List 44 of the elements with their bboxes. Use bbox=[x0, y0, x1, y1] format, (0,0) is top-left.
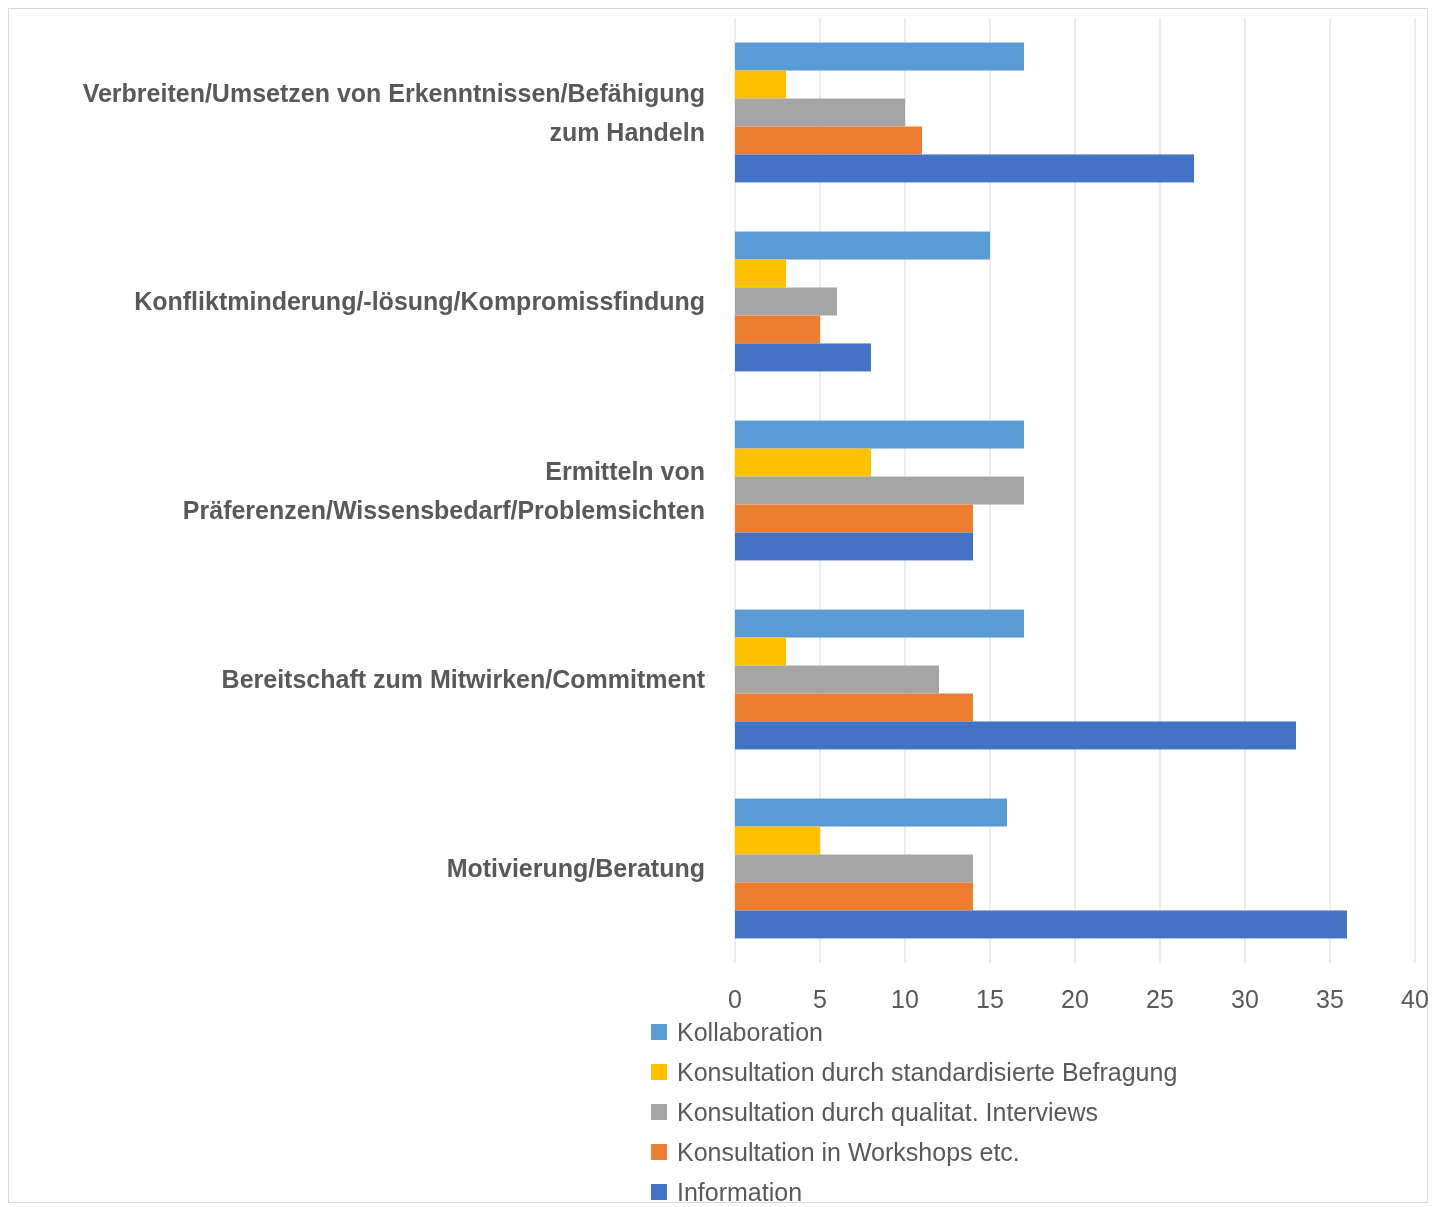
bar bbox=[735, 826, 820, 855]
bar bbox=[735, 532, 973, 561]
x-tick-label: 0 bbox=[728, 985, 742, 1013]
bar bbox=[735, 882, 973, 911]
bar bbox=[735, 420, 1024, 449]
legend-label: Konsultation durch standardisierte Befragung bbox=[677, 1057, 1178, 1086]
bar bbox=[735, 721, 1296, 750]
bar bbox=[735, 448, 871, 477]
bar bbox=[735, 798, 1007, 827]
bar bbox=[735, 693, 973, 722]
bar bbox=[735, 154, 1194, 183]
bar bbox=[735, 315, 820, 344]
y-tick-label: Verbreiten/Umsetzen von Erkenntnissen/Befähigung zum Handeln bbox=[82, 78, 705, 146]
x-tick-label: 15 bbox=[976, 985, 1004, 1013]
bar bbox=[735, 42, 1024, 71]
x-tick-label: 20 bbox=[1061, 985, 1089, 1013]
bar bbox=[735, 343, 871, 372]
x-tick-label: 35 bbox=[1316, 985, 1344, 1013]
bar bbox=[735, 910, 1347, 939]
bar bbox=[735, 504, 973, 533]
x-tick-label: 5 bbox=[813, 985, 827, 1013]
x-tick-label: 40 bbox=[1401, 985, 1429, 1013]
legend-label: Kollaboration bbox=[677, 1017, 823, 1046]
legend-label: Konsultation in Workshops etc. bbox=[677, 1137, 1020, 1166]
x-tick-label: 25 bbox=[1146, 985, 1174, 1013]
bar bbox=[735, 609, 1024, 638]
bar bbox=[735, 70, 786, 99]
y-tick-label: Ermitteln von Präferenzen/Wissensbedarf/Problemsichten bbox=[182, 456, 705, 524]
y-tick-label: Bereitschaft zum Mitwirken/Commitment bbox=[221, 665, 706, 694]
legend-label: Konsultation durch qualitat. Interviews bbox=[677, 1097, 1099, 1126]
y-tick-label: Konfliktminderung/-lösung/Kompromissfindung bbox=[134, 287, 705, 316]
x-tick-label: 30 bbox=[1231, 985, 1259, 1013]
bar bbox=[735, 98, 905, 127]
x-tick-label: 10 bbox=[891, 985, 919, 1013]
y-tick-label: Motivierung/Beratung bbox=[446, 854, 705, 883]
bar bbox=[735, 854, 973, 883]
bar bbox=[735, 476, 1024, 505]
legend-label: Information bbox=[677, 1177, 803, 1206]
bar bbox=[735, 287, 837, 316]
bar bbox=[735, 259, 786, 288]
bar bbox=[735, 126, 922, 155]
bar bbox=[735, 665, 939, 694]
bar bbox=[735, 637, 786, 666]
bar bbox=[735, 231, 990, 260]
